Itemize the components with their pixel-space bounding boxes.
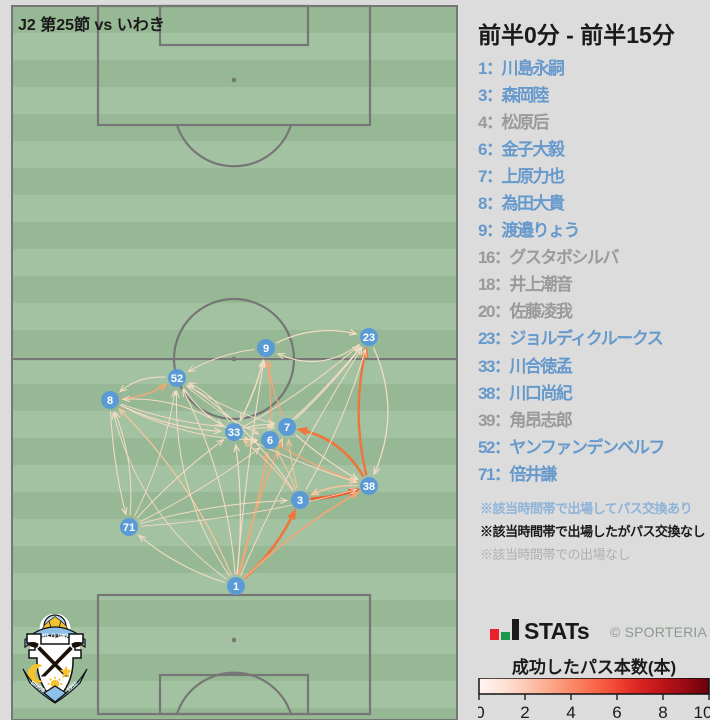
svg-text:33: 33 xyxy=(228,427,240,439)
svg-text:10: 10 xyxy=(694,703,710,720)
svg-text:23: 23 xyxy=(363,332,375,344)
svg-text:8: 8 xyxy=(658,703,667,720)
svg-text:6: 6 xyxy=(612,703,621,720)
svg-text:3: 3 xyxy=(297,495,303,507)
svg-text:4: 4 xyxy=(566,703,575,720)
svg-text:71: 71 xyxy=(123,522,135,534)
svg-text:8: 8 xyxy=(107,395,113,407)
svg-text:7: 7 xyxy=(284,422,290,434)
svg-text:52: 52 xyxy=(171,373,183,385)
svg-text:9: 9 xyxy=(263,343,269,355)
svg-text:1: 1 xyxy=(233,581,239,593)
svg-text:STATs: STATs xyxy=(524,619,589,643)
svg-text:38: 38 xyxy=(363,481,375,493)
svg-text:2: 2 xyxy=(520,703,529,720)
svg-text:6: 6 xyxy=(267,435,273,447)
svg-text:0: 0 xyxy=(478,703,485,720)
